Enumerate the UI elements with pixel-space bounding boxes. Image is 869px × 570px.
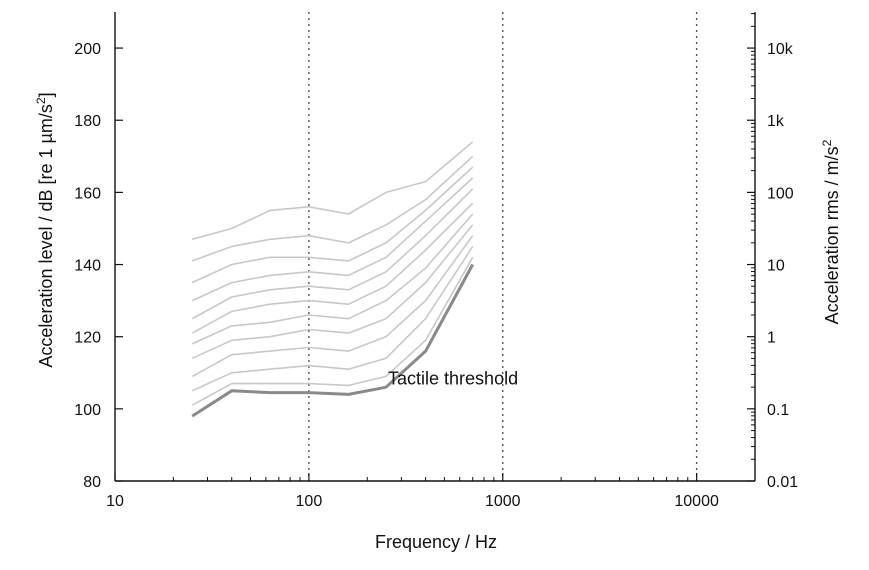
y-axis-right-label: Acceleration rms / m/s2	[820, 139, 842, 324]
y-axis-right-label-sup: 2	[820, 139, 834, 146]
y-tick-label: 180	[74, 113, 101, 130]
tick-labels: 10 100 1000 10000 80 100 120 140 160 180 200 0.01 0.…	[74, 41, 798, 510]
right-tick-label: 10k	[767, 41, 794, 58]
right-tick-label: 0.01	[767, 474, 798, 491]
y-axis-left-label-end: ]	[36, 92, 56, 97]
y-axis-left-label: Acceleration level / dB [re 1 µm/s2]	[34, 92, 56, 367]
series-line-9	[191, 166, 474, 284]
series-line-8	[191, 177, 474, 302]
series-line-2	[191, 246, 474, 392]
right-tick-label: 10	[767, 258, 785, 275]
x-tick-label: 10	[106, 493, 124, 510]
series-line-10	[191, 155, 474, 262]
series-line-6	[191, 202, 474, 334]
series-line-11	[191, 141, 474, 241]
x-axis-label: Frequency / Hz	[375, 532, 497, 552]
grid-lines	[308, 12, 698, 481]
series-line-4	[191, 224, 474, 360]
y-tick-label: 120	[74, 330, 101, 347]
series-line-7	[191, 188, 474, 320]
x-tick-label: 10000	[674, 493, 719, 510]
series-line-3	[191, 235, 474, 378]
x-tick-label: 100	[296, 493, 323, 510]
y-tick-label: 200	[74, 41, 101, 58]
right-tick-label: 100	[767, 185, 794, 202]
y-tick-label: 80	[83, 474, 101, 491]
y-tick-label: 160	[74, 185, 101, 202]
right-tick-label: 1	[767, 330, 776, 347]
series-line-1	[191, 256, 474, 406]
y-axis-left-label-sup: 2	[34, 97, 48, 104]
y-tick-label: 140	[74, 258, 101, 275]
right-tick-label: 1k	[767, 113, 785, 130]
y-axis-left-label-main: Acceleration level / dB [re 1 µm/s	[36, 104, 56, 367]
axes	[114, 12, 756, 482]
annotation-tactile-threshold: Tactile threshold	[388, 369, 518, 389]
y-axis-right-label-main: Acceleration rms / m/s	[822, 146, 842, 324]
series-line-5	[191, 213, 474, 345]
x-tick-label: 1000	[485, 493, 521, 510]
series-line-tactile-threshold	[191, 263, 475, 418]
y-tick-label: 100	[74, 402, 101, 419]
right-tick-label: 0.1	[767, 402, 789, 419]
series-lines	[191, 141, 475, 418]
